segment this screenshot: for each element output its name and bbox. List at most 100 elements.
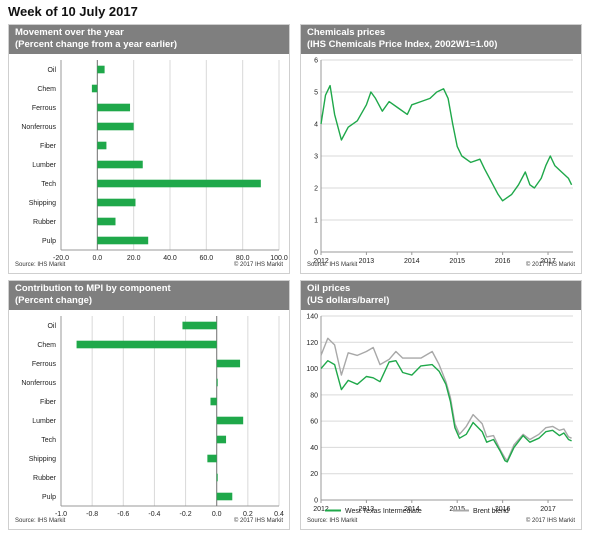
movement-category-label: Oil bbox=[47, 67, 56, 74]
chemicals-x-tick-label: 2014 bbox=[404, 258, 420, 265]
contribution-bar bbox=[216, 416, 244, 425]
chemicals-series-line bbox=[320, 84, 573, 202]
movement-category-label: Fiber bbox=[40, 143, 57, 150]
contribution-category-label: Tech bbox=[41, 437, 56, 444]
contribution-bar bbox=[216, 492, 233, 501]
contribution-panel-header: Contribution to MPI by component (Percen… bbox=[9, 281, 289, 310]
contribution-x-tick-label: -0.4 bbox=[148, 511, 160, 518]
movement-title: Movement over the year bbox=[15, 27, 124, 38]
movement-category-label: Lumber bbox=[32, 162, 56, 169]
movement-bar bbox=[97, 217, 116, 226]
chemicals-x-tick-label: 2012 bbox=[313, 258, 329, 265]
oil-copyright: © 2017 IHS Markit bbox=[526, 517, 575, 524]
chemicals-x-tick-label: 2016 bbox=[495, 258, 511, 265]
movement-x-tick-label: -20.0 bbox=[53, 255, 69, 262]
movement-x-tick-label: 40.0 bbox=[163, 255, 177, 262]
movement-category-label: Shipping bbox=[29, 200, 56, 207]
chemicals-y-tick-label: 2 bbox=[314, 186, 318, 193]
oil-y-tick-label: 120 bbox=[306, 340, 318, 347]
oil-series-line bbox=[320, 360, 572, 463]
contribution-category-label: Oil bbox=[47, 323, 56, 330]
contribution-category-label: Shipping bbox=[29, 456, 56, 463]
chemicals-y-tick-label: 5 bbox=[314, 90, 318, 97]
contribution-bar bbox=[216, 359, 241, 368]
contribution-copyright: © 2017 IHS Markit bbox=[234, 517, 283, 524]
contribution-category-label: Rubber bbox=[33, 475, 57, 482]
oil-x-tick-label: 2017 bbox=[540, 506, 556, 513]
oil-legend-label: West Texas Intermediate bbox=[345, 508, 422, 515]
contribution-x-tick-label: -1.0 bbox=[55, 511, 67, 518]
contribution-subtitle: (Percent change) bbox=[15, 295, 93, 306]
contribution-bar bbox=[216, 378, 218, 387]
chemicals-y-tick-label: 4 bbox=[314, 122, 318, 129]
oil-y-tick-label: 60 bbox=[310, 419, 318, 426]
chemicals-x-tick-label: 2015 bbox=[449, 258, 465, 265]
movement-subtitle: (Percent change from a year earlier) bbox=[15, 39, 178, 50]
chemicals-copyright: © 2017 IHS Markit bbox=[526, 261, 575, 268]
oil-x-tick-label: 2016 bbox=[495, 506, 511, 513]
oil-panel-header: Oil prices (US dollars/barrel) bbox=[301, 281, 581, 310]
movement-bar bbox=[97, 179, 261, 188]
chemicals-source: Source: IHS Markit bbox=[307, 262, 358, 268]
oil-subtitle: (US dollars/barrel) bbox=[307, 295, 390, 306]
oil-series-line bbox=[320, 337, 572, 462]
chemicals-chart: 0 1 2 3 4 5 6 2012 2013 2014 2015 2016 2017 Source: I… bbox=[307, 58, 575, 269]
chemicals-panel: Chemicals prices (IHS Chemicals Price In… bbox=[300, 24, 582, 274]
movement-category-label: Pulp bbox=[42, 238, 56, 245]
oil-chart: 0204060801001201402012201320142015201620… bbox=[306, 314, 575, 525]
chemicals-panel-header: Chemicals prices (IHS Chemicals Price In… bbox=[301, 25, 581, 54]
contribution-bar bbox=[76, 340, 217, 349]
contribution-source: Source: IHS Markit bbox=[15, 518, 66, 524]
movement-x-tick-label: 60.0 bbox=[200, 255, 214, 262]
movement-source: Source: IHS Markit bbox=[15, 262, 66, 268]
movement-x-tick-label: 80.0 bbox=[236, 255, 250, 262]
contribution-category-label: Fiber bbox=[40, 399, 57, 406]
chemicals-y-tick-label: 1 bbox=[314, 218, 318, 225]
oil-x-tick-label: 2012 bbox=[313, 506, 329, 513]
movement-category-label: Rubber bbox=[33, 219, 57, 226]
oil-y-tick-label: 100 bbox=[306, 366, 318, 373]
chemicals-x-tick-label: 2017 bbox=[540, 258, 556, 265]
movement-x-tick-label: 100.0 bbox=[270, 255, 288, 262]
contribution-bar bbox=[207, 454, 217, 463]
movement-chart: -20.0 0.0 20.0 40.0 60.0 80.0 100.0 Oil Chem Ferr… bbox=[15, 60, 288, 268]
movement-x-tick-label: 20.0 bbox=[127, 255, 141, 262]
contribution-x-tick-label: 0.4 bbox=[274, 511, 284, 518]
movement-bar bbox=[97, 198, 136, 207]
oil-y-tick-label: 140 bbox=[306, 314, 318, 321]
chemicals-x-tick-label: 2013 bbox=[359, 258, 375, 265]
contribution-bar bbox=[182, 321, 217, 330]
movement-bar bbox=[97, 65, 105, 74]
movement-copyright: © 2017 IHS Markit bbox=[234, 261, 283, 268]
contribution-x-tick-label: 0.0 bbox=[212, 511, 222, 518]
movement-bar bbox=[97, 160, 143, 169]
contribution-chart: -1.0 -0.8 -0.6 -0.4 -0.2 0.0 0.2 0.4 Oil Chem Ferr… bbox=[15, 316, 284, 524]
chemicals-subtitle: (IHS Chemicals Price Index, 2002W1=1.00) bbox=[307, 39, 498, 50]
movement-category-label: Chem bbox=[37, 86, 56, 93]
oil-y-tick-label: 20 bbox=[310, 471, 318, 478]
chemicals-y-tick-label: 6 bbox=[314, 58, 318, 65]
contribution-category-label: Lumber bbox=[32, 418, 56, 425]
contribution-x-tick-label: -0.2 bbox=[180, 511, 192, 518]
oil-source: Source: IHS Markit bbox=[307, 518, 358, 524]
movement-bar bbox=[91, 84, 98, 93]
contribution-category-label: Nonferrous bbox=[21, 380, 56, 387]
contribution-bar bbox=[210, 397, 217, 406]
movement-panel-header: Movement over the year (Percent change f… bbox=[9, 25, 289, 54]
oil-title: Oil prices bbox=[307, 283, 351, 294]
oil-x-tick-label: 2013 bbox=[359, 506, 375, 513]
movement-panel: Movement over the year (Percent change f… bbox=[8, 24, 290, 274]
contribution-x-tick-label: -0.6 bbox=[117, 511, 129, 518]
movement-bar bbox=[97, 122, 134, 131]
oil-x-tick-label: 2014 bbox=[404, 506, 420, 513]
chemicals-y-tick-label: 0 bbox=[314, 250, 318, 257]
contribution-category-label: Ferrous bbox=[32, 361, 57, 368]
contribution-x-tick-label: 0.2 bbox=[243, 511, 253, 518]
oil-y-tick-label: 40 bbox=[310, 445, 318, 452]
oil-panel: Oil prices (US dollars/barrel) 0 20 40 60 80… bbox=[300, 280, 582, 530]
movement-category-label: Nonferrous bbox=[21, 124, 56, 131]
contribution-category-label: Pulp bbox=[42, 494, 56, 501]
chemicals-title: Chemicals prices bbox=[307, 27, 386, 38]
oil-y-tick-label: 80 bbox=[310, 392, 318, 399]
movement-bar bbox=[97, 103, 131, 112]
